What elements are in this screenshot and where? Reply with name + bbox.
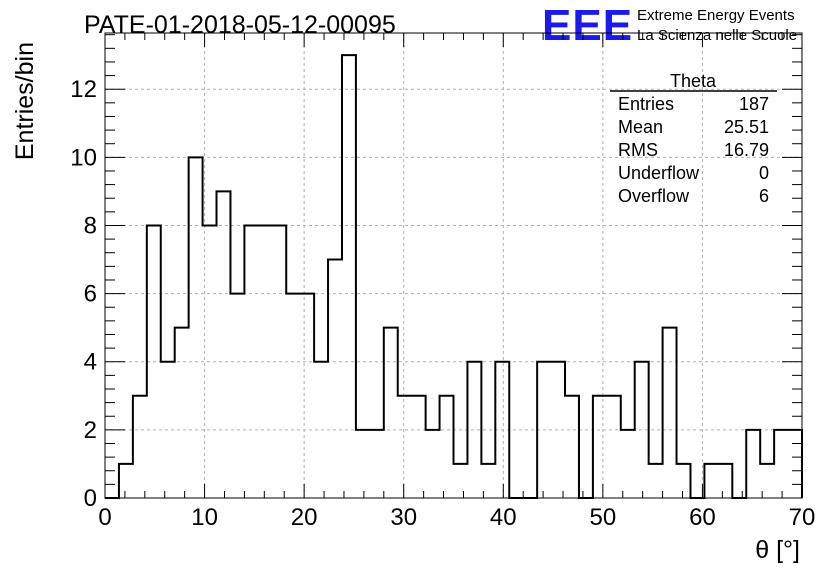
x-tick-label: 50	[590, 504, 617, 531]
y-tick-label: 10	[70, 144, 97, 171]
logo-line-1: Extreme Energy Events	[637, 7, 795, 24]
y-tick-label: 0	[84, 485, 97, 512]
stats-title: Theta	[670, 71, 717, 91]
stats-value-overflow: 6	[759, 186, 769, 206]
chart-title: PATE-01-2018-05-12-00095	[84, 11, 396, 39]
stats-label-mean: Mean	[618, 117, 663, 137]
x-axis-label: θ [°]	[755, 536, 800, 564]
stats-label-underflow: Underflow	[618, 163, 700, 183]
stats-value-entries: 187	[739, 94, 769, 114]
y-tick-label: 12	[70, 76, 97, 103]
x-tick-label: 60	[689, 504, 716, 531]
logo-line-2: La Scienza nelle Scuole	[637, 27, 797, 44]
histogram-series-outline	[105, 54, 803, 499]
y-tick-label: 4	[84, 349, 97, 376]
x-tick-label: 20	[291, 504, 318, 531]
stats-value-rms: 16.79	[724, 140, 769, 160]
plot-frame	[104, 32, 803, 499]
logo-mark: EEE	[542, 1, 633, 50]
axis-ticks	[104, 33, 803, 499]
stats-box: Theta Entries 187 Mean 25.51 RMS 16.79 U…	[610, 71, 777, 206]
x-tick-label: 70	[789, 504, 816, 531]
y-axis-label: Entries/bin	[11, 42, 39, 160]
y-tick-labels: 0 2 4 6 8 10 12	[70, 76, 97, 512]
stats-label-entries: Entries	[618, 94, 674, 114]
eee-logo: EEE Extreme Energy Events La Scienza nel…	[542, 1, 797, 50]
x-tick-labels: 0 10 20 30 40 50 60 70	[98, 504, 815, 531]
stats-value-mean: 25.51	[724, 117, 769, 137]
x-tick-label: 30	[390, 504, 417, 531]
stats-label-rms: RMS	[618, 140, 658, 160]
stats-value-underflow: 0	[759, 163, 769, 183]
y-tick-label: 6	[84, 281, 97, 308]
x-tick-label: 40	[490, 504, 517, 531]
x-tick-label: 10	[191, 504, 218, 531]
y-tick-label: 2	[84, 417, 97, 444]
x-tick-label: 0	[98, 504, 111, 531]
y-tick-label: 8	[84, 212, 97, 239]
stats-label-overflow: Overflow	[618, 186, 690, 206]
